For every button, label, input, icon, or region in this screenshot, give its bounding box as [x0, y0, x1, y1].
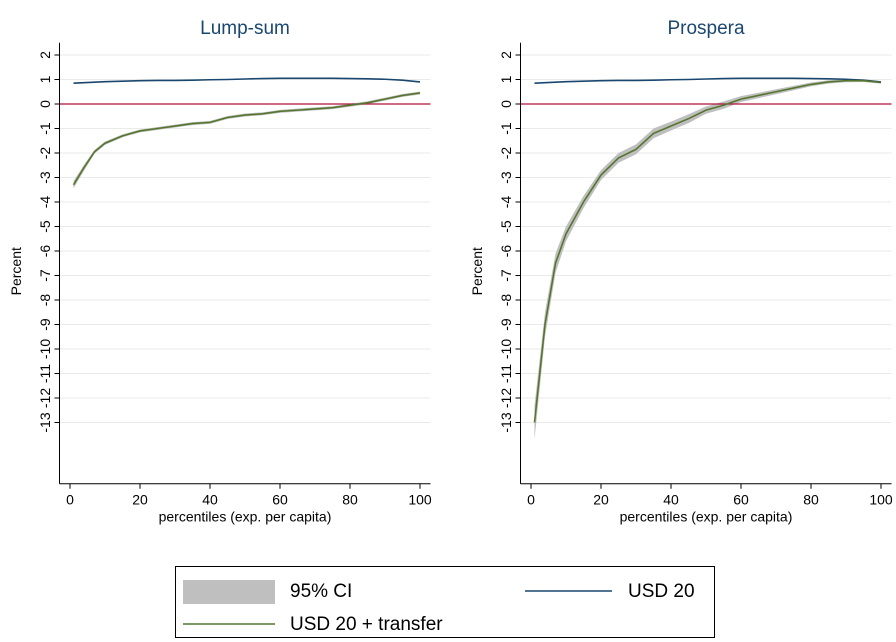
y-tick-label: -3	[37, 171, 53, 184]
y-tick-label: 1	[498, 75, 514, 83]
y-tick-label: -5	[37, 220, 53, 233]
y-axis-title: Percent	[8, 247, 24, 295]
chart-title: Prospera	[667, 18, 745, 39]
x-tick-label: 100	[869, 491, 893, 507]
y-tick-label: -1	[37, 122, 53, 135]
y-tick-label: 2	[37, 51, 53, 59]
x-tick-label: 20	[593, 491, 609, 507]
y-tick-label: -12	[37, 388, 53, 408]
y-tick-label: -13	[498, 412, 514, 432]
y-tick-label: -7	[498, 269, 514, 282]
y-tick-label: -12	[498, 388, 514, 408]
x-tick-label: 80	[803, 491, 819, 507]
y-tick-label: -9	[37, 318, 53, 331]
y-tick-label: -2	[498, 147, 514, 160]
x-tick-label: 60	[272, 491, 288, 507]
y-tick-label: -7	[37, 269, 53, 282]
x-tick-label: 20	[132, 491, 148, 507]
x-tick-label: 40	[663, 491, 679, 507]
y-tick-label: -6	[498, 245, 514, 258]
line	[534, 77, 882, 84]
line	[73, 77, 421, 84]
ci-band	[73, 91, 420, 189]
y-tick-label: -8	[37, 294, 53, 307]
y-tick-label: -6	[37, 245, 53, 258]
y-tick-label: -9	[498, 318, 514, 331]
y-tick-label: -8	[498, 294, 514, 307]
ci-band	[534, 79, 881, 440]
y-tick-label: 1	[37, 75, 53, 83]
x-axis-title: percentiles (exp. per capita)	[620, 508, 793, 524]
y-tick-label: 2	[498, 51, 514, 59]
line	[72, 92, 421, 186]
y-tick-label: -5	[498, 220, 514, 233]
y-tick-label: 0	[37, 100, 53, 108]
y-tick-label: -13	[37, 412, 53, 432]
y-axis-title: Percent	[469, 247, 485, 295]
x-axis-title: percentiles (exp. per capita)	[159, 508, 332, 524]
y-tick-label: -11	[37, 364, 53, 383]
legend-label: USD 20 + transfer	[290, 614, 443, 635]
y-tick-label: -11	[498, 364, 514, 383]
legend-label: 95% CI	[290, 581, 352, 602]
chart-title: Lump-sum	[200, 18, 290, 39]
legend-label: USD 20	[628, 581, 695, 602]
x-tick-label: 40	[202, 491, 218, 507]
y-tick-label: -4	[498, 196, 514, 209]
x-tick-label: 100	[408, 491, 432, 507]
y-tick-label: -4	[37, 196, 53, 209]
x-tick-label: 60	[733, 491, 749, 507]
x-tick-label: 0	[66, 491, 74, 507]
legend-swatch	[183, 580, 275, 604]
x-tick-label: 0	[527, 491, 535, 507]
y-tick-label: 0	[498, 100, 514, 108]
y-tick-label: -3	[498, 171, 514, 184]
x-tick-label: 80	[342, 491, 358, 507]
y-tick-label: -1	[498, 122, 514, 135]
y-tick-label: -10	[498, 339, 514, 359]
y-tick-label: -10	[37, 339, 53, 359]
y-tick-label: -2	[37, 147, 53, 160]
line	[533, 79, 882, 423]
